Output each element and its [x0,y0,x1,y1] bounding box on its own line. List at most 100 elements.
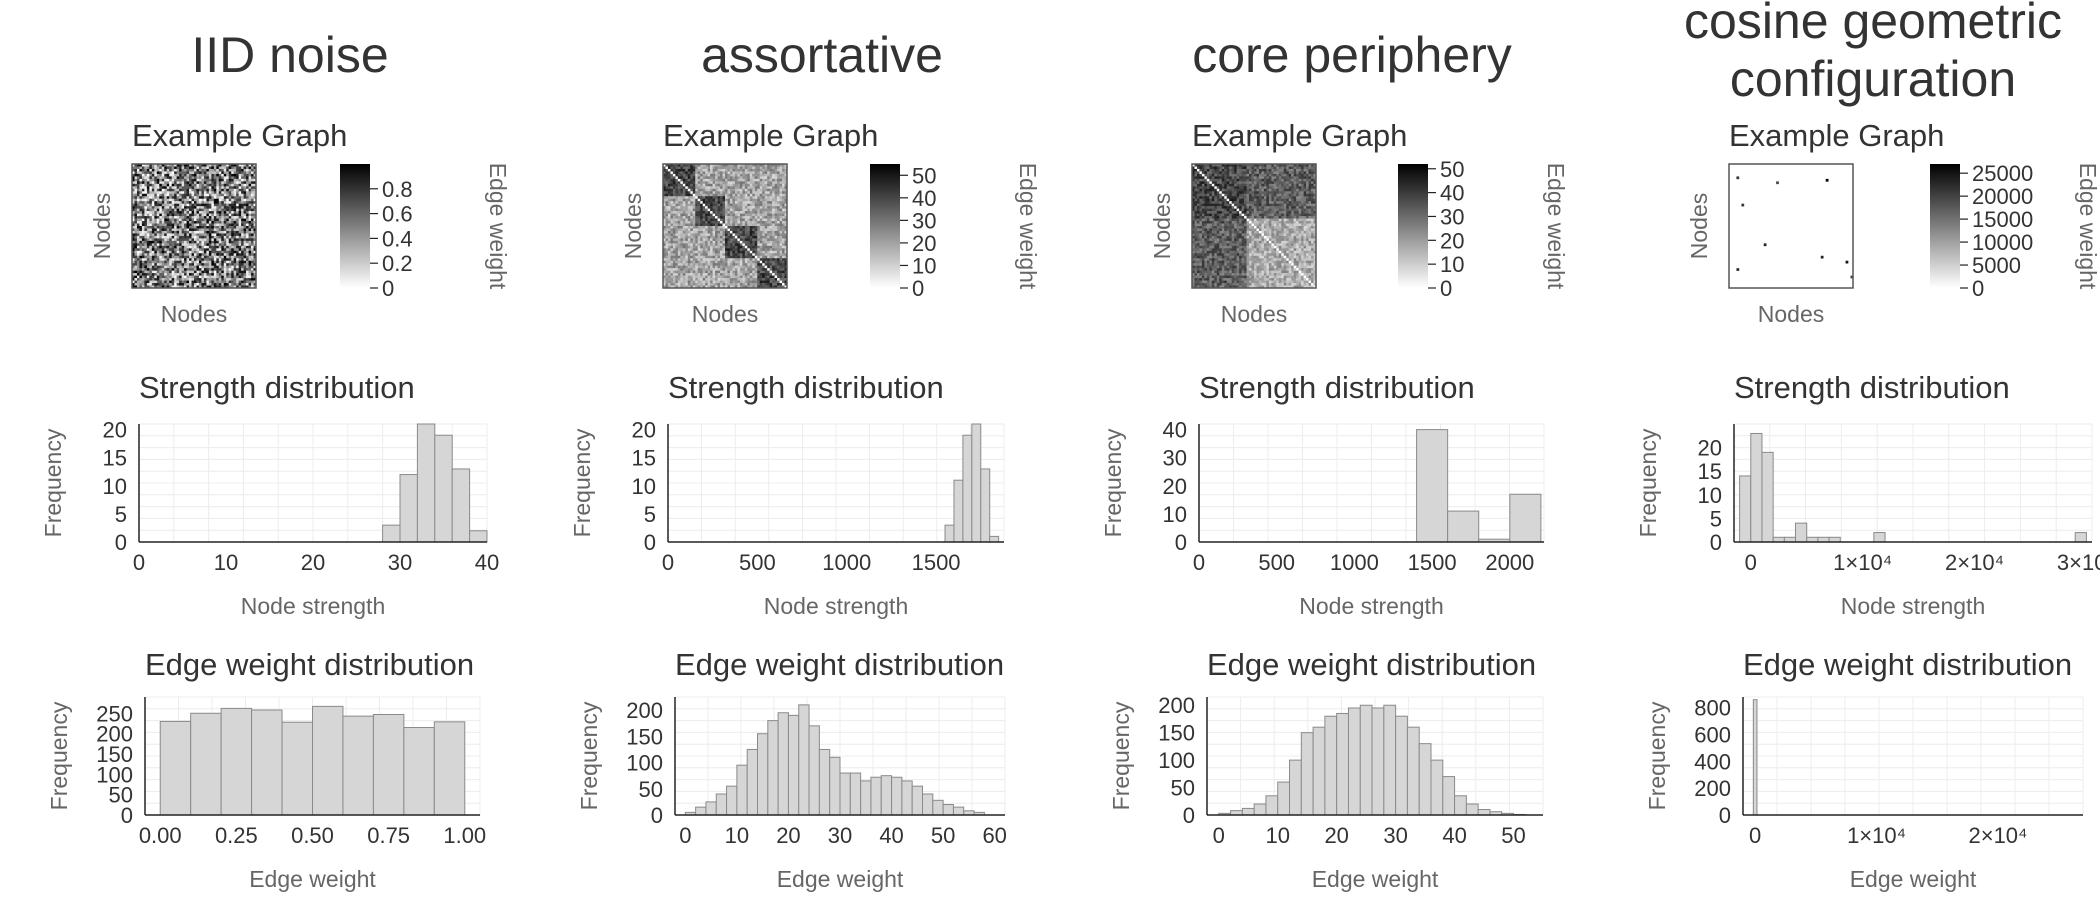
heatmap-cell [174,196,177,200]
heatmap-cell [670,218,674,222]
heatmap-cell [663,164,666,167]
heatmap-cell [707,166,711,170]
heatmap-cell [171,203,175,207]
heatmap-cell [164,278,168,281]
heatmap-cell [710,203,713,207]
heatmap-cell [759,226,763,229]
heatmap-cell [685,176,689,180]
heatmap-cell [697,191,701,195]
heatmap-cell [702,218,706,222]
heatmap-cell [777,196,780,200]
heatmap-cell [164,213,168,217]
heatmap-cell [236,233,239,237]
heatmap-cell [690,164,694,167]
heatmap-cell [767,265,770,269]
heatmap-cell [174,235,177,239]
heatmap-cell [198,221,202,224]
heatmap-cell [687,253,691,257]
heatmap-cell [248,171,252,175]
heatmap-cell [680,203,684,207]
heatmap-cell [164,221,168,224]
heatmap-cell [184,164,187,167]
heatmap-cell [221,250,225,254]
heatmap-cell [171,230,175,234]
heatmap-cell [166,235,170,239]
heatmap-cell [236,228,239,232]
heatmap-cell [769,193,773,197]
heatmap-cell [159,188,163,192]
heatmap-cell [238,168,242,172]
heatmap-cell [715,278,718,281]
heatmap-cell [132,171,135,175]
heatmap-cell [687,223,691,227]
heatmap-cell [762,268,765,271]
heatmap-cell [717,235,721,239]
heatmap-cell [715,176,718,180]
heatmap-cell [715,268,718,271]
heatmap-cell [151,198,155,202]
heatmap-cell [236,216,239,219]
heatmap-cell [695,250,699,254]
heatmap-cell [777,173,780,177]
heatmap-cell [737,181,741,185]
heatmap-cell [692,218,696,222]
heatmap-cell [228,253,232,257]
heatmap-cell [159,198,163,202]
heatmap-cell [228,275,232,279]
heatmap-cell [729,273,733,276]
heatmap-cell [221,253,225,257]
heatmap-cell [697,238,701,242]
heatmap-cell [720,166,723,170]
heatmap-cell [757,208,761,212]
heatmap-cell [136,164,140,167]
heatmap-cell [251,228,254,232]
heatmap-cell [156,176,160,180]
heatmap-cell [715,243,718,247]
heatmap-cell [191,203,195,207]
heatmap-cell [779,193,783,197]
heatmap-cell [191,166,195,170]
heatmap-cell [149,273,153,276]
heatmap-cell [670,193,674,197]
heatmap-cell [737,218,741,222]
heatmap-cell [151,243,155,247]
heatmap-cell [667,223,671,227]
heatmap-cell [221,228,225,232]
heatmap-cell [752,181,756,185]
heatmap-cell [218,201,222,204]
heatmap-cell [206,181,210,185]
heatmap-cell [729,193,733,197]
heatmap-cell [777,218,780,222]
heatmap-cell [154,198,158,202]
heatmap-cell [767,260,770,264]
heatmap-cell [171,168,175,172]
heatmap-cell [667,228,671,232]
heatmap-cell [715,206,718,209]
heatmap-cell [176,176,180,180]
heatmap-cell [715,203,718,207]
heatmap-cell [243,203,247,207]
heatmap-cell [667,173,671,177]
heatmap-cell [670,211,674,214]
heatmap-cell [246,188,249,192]
heatmap-cell [161,278,165,281]
heatmap-cell [729,270,733,274]
heatmap-cell [154,278,158,281]
heatmap-cell [221,216,225,219]
heatmap-cell [236,201,239,204]
heatmap-cell [707,171,711,175]
heatmap-cell [248,250,252,254]
heatmap-cell [141,250,145,254]
heatmap-cell [707,238,711,242]
heatmap-cell [198,211,202,214]
heatmap-cell [253,283,257,286]
heatmap-cell [171,173,175,177]
heatmap-cell [216,230,220,234]
heatmap-cell [211,203,215,207]
heatmap-cell [677,263,681,266]
heatmap-cell [151,216,155,219]
heatmap-cell [161,248,165,252]
heatmap-cell [725,168,728,172]
heatmap-cell [715,196,718,200]
heatmap-cell [233,164,237,167]
